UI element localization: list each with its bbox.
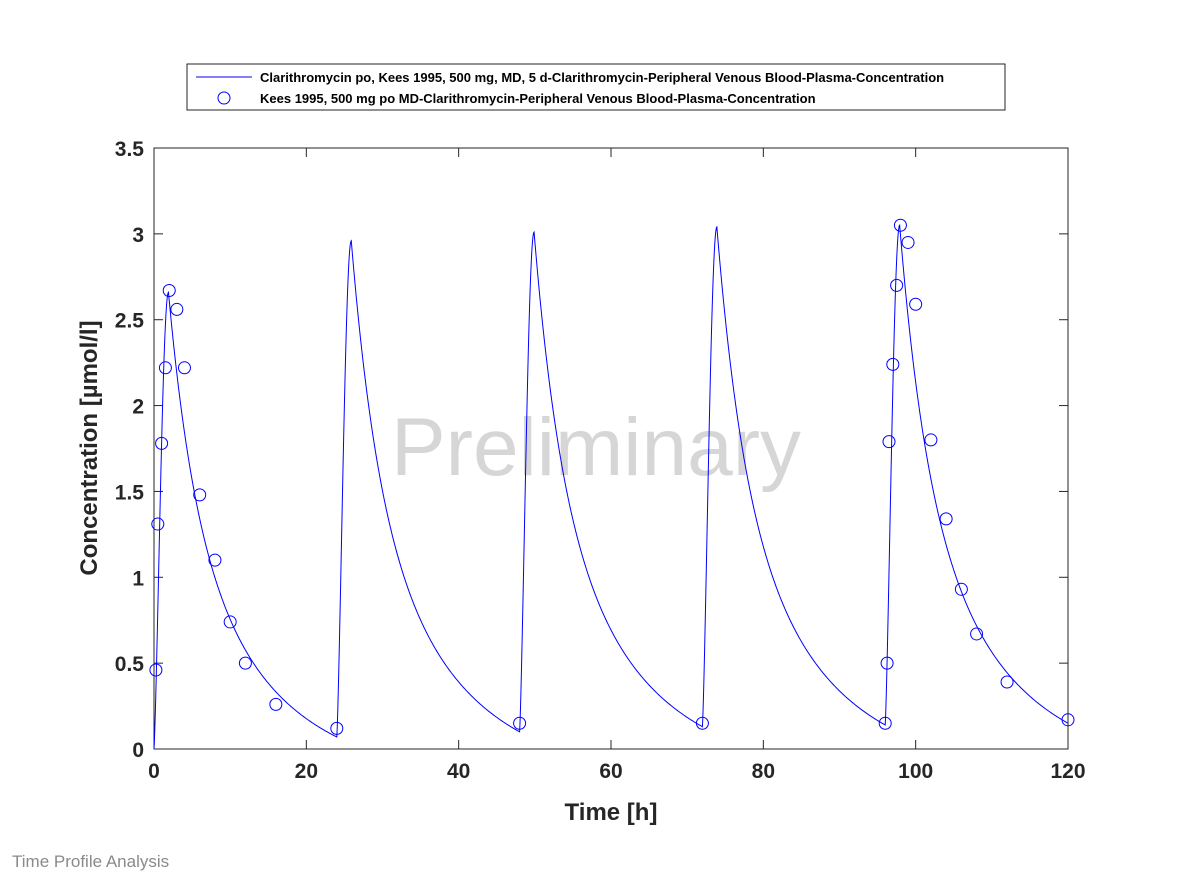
y-tick-label: 0 xyxy=(132,739,144,762)
observed-point xyxy=(149,663,163,677)
observed-series xyxy=(149,218,1075,735)
observed-point xyxy=(901,235,915,249)
x-tick-label: 40 xyxy=(447,760,470,783)
simulation-series xyxy=(153,223,1069,750)
observed-point xyxy=(909,297,923,311)
legend-marker-swatch xyxy=(217,91,231,105)
observed-point xyxy=(193,488,207,502)
x-tick-label: 120 xyxy=(1050,760,1085,783)
footer-text: Time Profile Analysis xyxy=(12,852,170,871)
observed-point xyxy=(158,361,172,375)
observed-point xyxy=(208,553,222,567)
observed-point xyxy=(882,435,896,449)
y-tick-label: 1 xyxy=(132,567,144,590)
observed-point xyxy=(970,627,984,641)
x-tick-label: 80 xyxy=(752,760,775,783)
observed-point xyxy=(155,436,169,450)
observed-point xyxy=(177,361,191,375)
x-axis-label: Time [h] xyxy=(565,799,658,826)
observed-point xyxy=(151,517,165,531)
observed-point xyxy=(878,716,892,730)
axis-ticks xyxy=(153,147,1069,750)
y-tick-label: 0.5 xyxy=(115,653,145,676)
simulation-line xyxy=(153,223,1069,750)
y-tick-label: 1.5 xyxy=(115,481,145,504)
observed-point xyxy=(954,582,968,596)
y-tick-label: 3.5 xyxy=(115,138,145,161)
observed-point xyxy=(890,278,904,292)
legend: Clarithromycin po, Kees 1995, 500 mg, MD… xyxy=(186,63,1006,111)
observed-point xyxy=(162,284,176,298)
observed-point xyxy=(695,716,709,730)
legend-box xyxy=(186,63,1006,111)
observed-point xyxy=(880,656,894,670)
x-tick-label: 60 xyxy=(599,760,622,783)
y-tick-label: 3 xyxy=(132,224,144,247)
observed-point xyxy=(886,357,900,371)
x-tick-label: 20 xyxy=(295,760,318,783)
observed-point xyxy=(1061,713,1075,727)
observed-point xyxy=(939,512,953,526)
x-tick-label: 0 xyxy=(148,760,160,783)
x-tick-label: 100 xyxy=(898,760,933,783)
observed-point xyxy=(269,697,283,711)
observed-point xyxy=(513,716,527,730)
y-tick-label: 2.5 xyxy=(115,310,145,333)
watermark: Preliminary xyxy=(391,402,801,493)
legend-label-simulation: Clarithromycin po, Kees 1995, 500 mg, MD… xyxy=(260,70,944,85)
observed-point xyxy=(223,615,237,629)
observed-point xyxy=(170,302,184,316)
legend-label-observed: Kees 1995, 500 mg po MD-Clarithromycin-P… xyxy=(260,91,816,106)
x-tick-labels: 0 20 40 60 80 100 120 xyxy=(148,760,1085,783)
observed-point xyxy=(330,721,344,735)
y-axis-label: Concentration [µmol/l] xyxy=(76,320,103,575)
observed-point xyxy=(893,218,907,232)
y-tick-labels: 0 0.5 1 1.5 2 2.5 3 3.5 xyxy=(115,138,145,762)
observed-point xyxy=(1000,675,1014,689)
y-tick-label: 2 xyxy=(132,396,144,419)
observed-point xyxy=(924,433,938,447)
observed-point xyxy=(238,656,252,670)
